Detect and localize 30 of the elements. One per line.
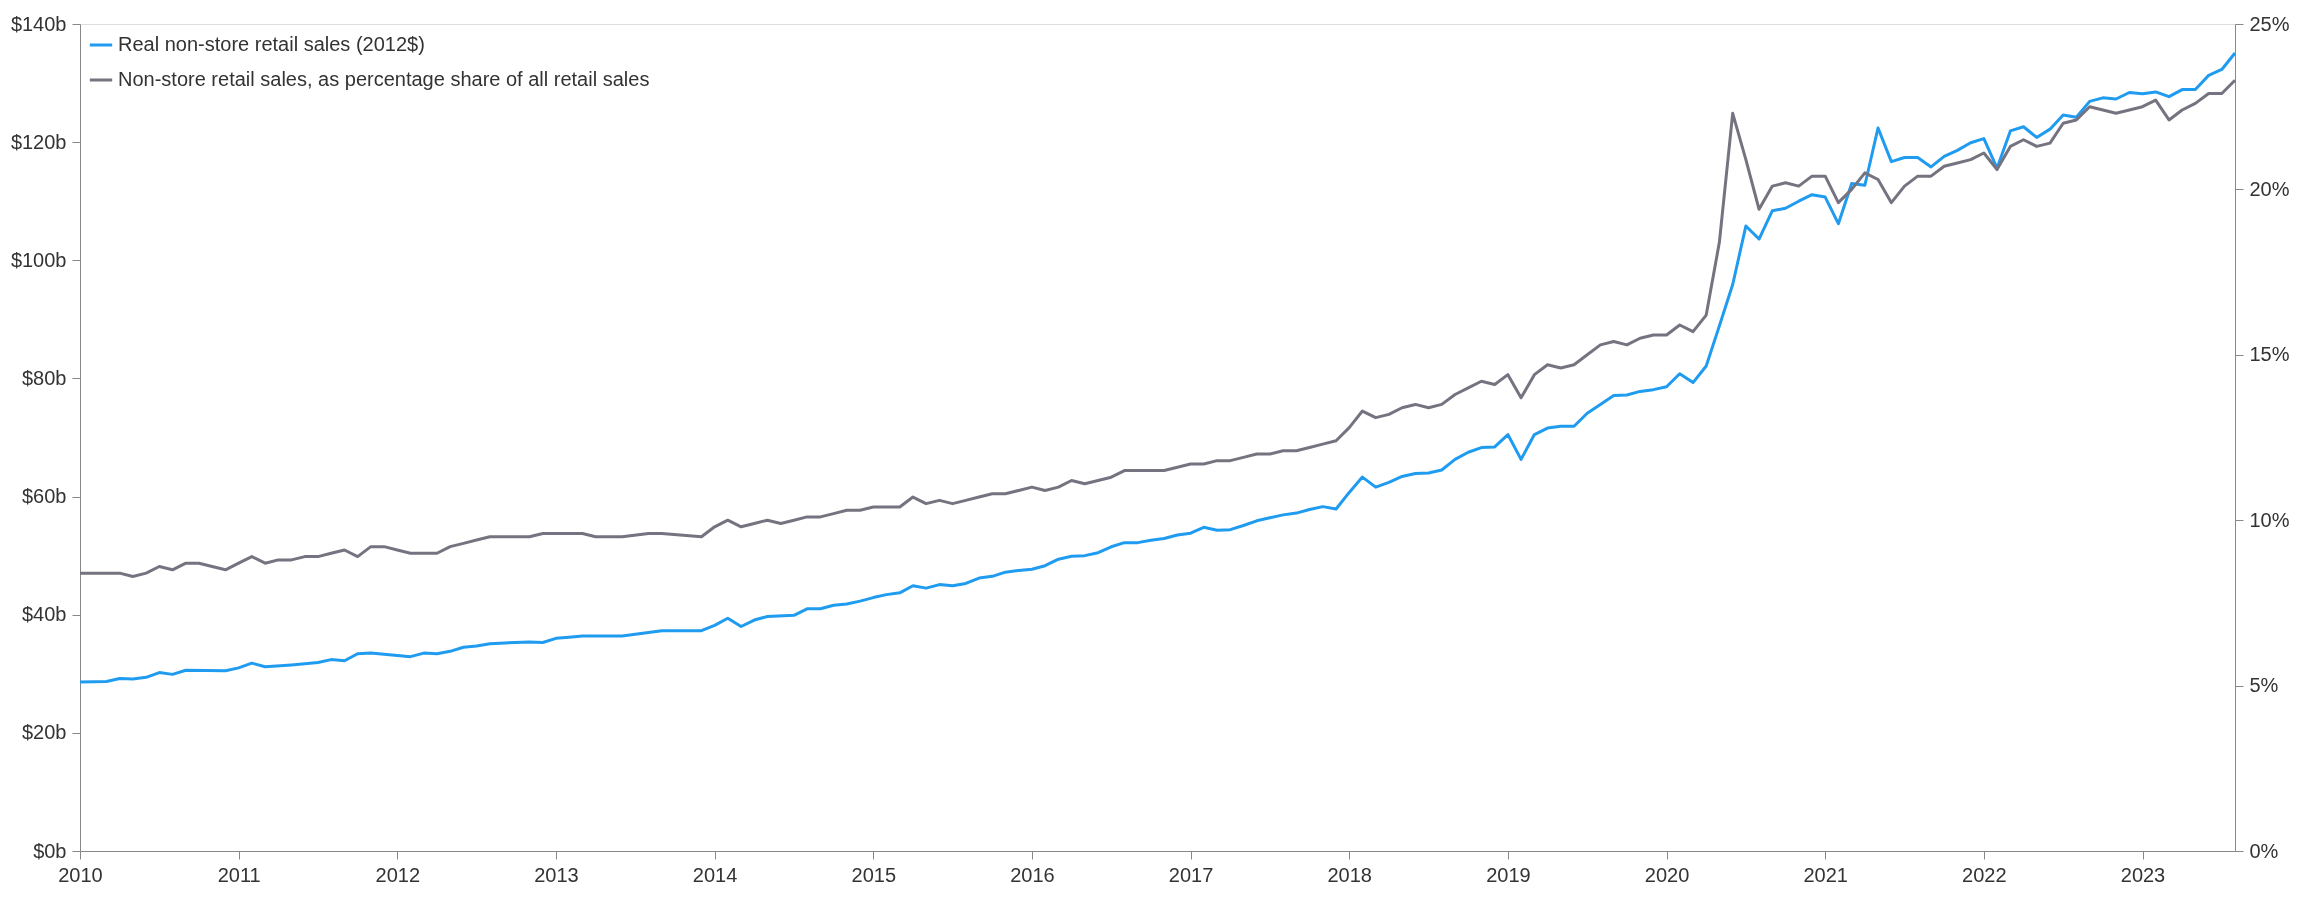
x-tick-label: 2014 bbox=[692, 863, 738, 886]
y-tick-label: $120b bbox=[10, 130, 67, 153]
y-tick-label: $40b bbox=[22, 603, 67, 626]
x-tick-label: 2018 bbox=[1327, 863, 1372, 886]
y-tick-label: $100b bbox=[10, 248, 67, 271]
y2-tick-label: 5% bbox=[2249, 674, 2279, 697]
legend-label: Non-store retail sales, as percentage share of all retail sales bbox=[118, 68, 650, 90]
x-tick-label: 2012 bbox=[375, 863, 421, 886]
x-tick-label: 2013 bbox=[534, 863, 579, 886]
x-tick-label: 2019 bbox=[1486, 863, 1531, 886]
y-tick-label: $60b bbox=[22, 485, 67, 508]
y-tick-label: $20b bbox=[22, 721, 67, 744]
legend-label: Real non-store retail sales (2012$) bbox=[118, 33, 425, 55]
x-tick-label: 2021 bbox=[1803, 863, 1848, 886]
x-tick-label: 2016 bbox=[1010, 863, 1055, 886]
x-tick-label: 2023 bbox=[2120, 863, 2166, 886]
x-tick-label: 2010 bbox=[58, 863, 103, 886]
x-tick-label: 2011 bbox=[217, 863, 261, 886]
x-tick-label: 2017 bbox=[1168, 863, 1214, 886]
y-tick-label: $80b bbox=[22, 366, 67, 389]
y-tick-label: $0b bbox=[33, 839, 67, 862]
y2-tick-label: 15% bbox=[2249, 343, 2290, 366]
x-tick-label: 2020 bbox=[1644, 863, 1690, 886]
y-tick-label: $140b bbox=[10, 12, 67, 35]
y2-tick-label: 10% bbox=[2249, 508, 2290, 531]
y2-tick-label: 0% bbox=[2249, 839, 2279, 862]
x-tick-label: 2015 bbox=[851, 863, 897, 886]
y2-tick-label: 25% bbox=[2249, 12, 2290, 35]
y2-tick-label: 20% bbox=[2249, 177, 2290, 200]
x-tick-label: 2022 bbox=[1962, 863, 2007, 886]
